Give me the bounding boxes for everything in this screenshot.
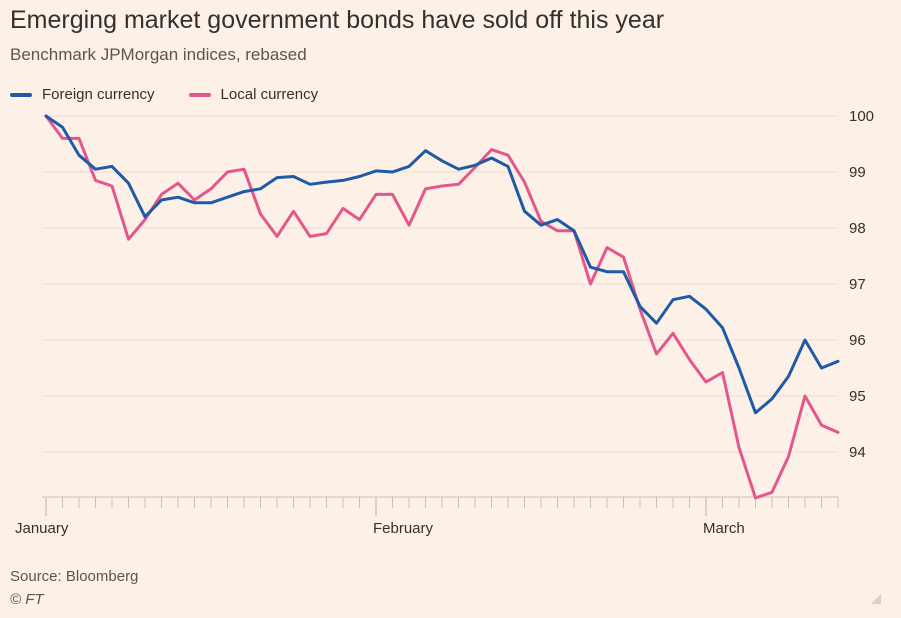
resize-grip-icon (871, 594, 881, 604)
credit-note: © FT (10, 591, 44, 608)
source-note: Source: Bloomberg (10, 568, 139, 585)
y-tick-label: 96 (849, 332, 866, 349)
y-tick-label: 99 (849, 164, 866, 181)
chart-title: Emerging market government bonds have so… (10, 6, 665, 34)
x-month-label: February (373, 520, 434, 537)
legend-label-foreign-currency: Foreign currency (42, 86, 155, 103)
legend: Foreign currency Local currency (10, 86, 318, 103)
legend-label-local-currency: Local currency (220, 86, 319, 103)
legend-item-foreign-currency: Foreign currency (10, 86, 155, 103)
y-tick-label: 98 (849, 220, 866, 237)
y-tick-label: 97 (849, 276, 866, 293)
series-line-foreign-currency (44, 114, 840, 415)
x-month-label: January (15, 520, 69, 537)
x-month-label: March (703, 520, 745, 537)
y-tick-label: 94 (849, 444, 866, 461)
legend-swatch-foreign-currency (10, 92, 32, 97)
y-tick-label: 100 (849, 108, 874, 125)
legend-item-local-currency: Local currency (188, 86, 319, 103)
y-tick-label: 95 (849, 388, 866, 405)
series-line-local-currency (44, 114, 840, 500)
chart-subtitle: Benchmark JPMorgan indices, rebased (10, 45, 307, 64)
legend-swatch-local-currency (188, 92, 211, 97)
